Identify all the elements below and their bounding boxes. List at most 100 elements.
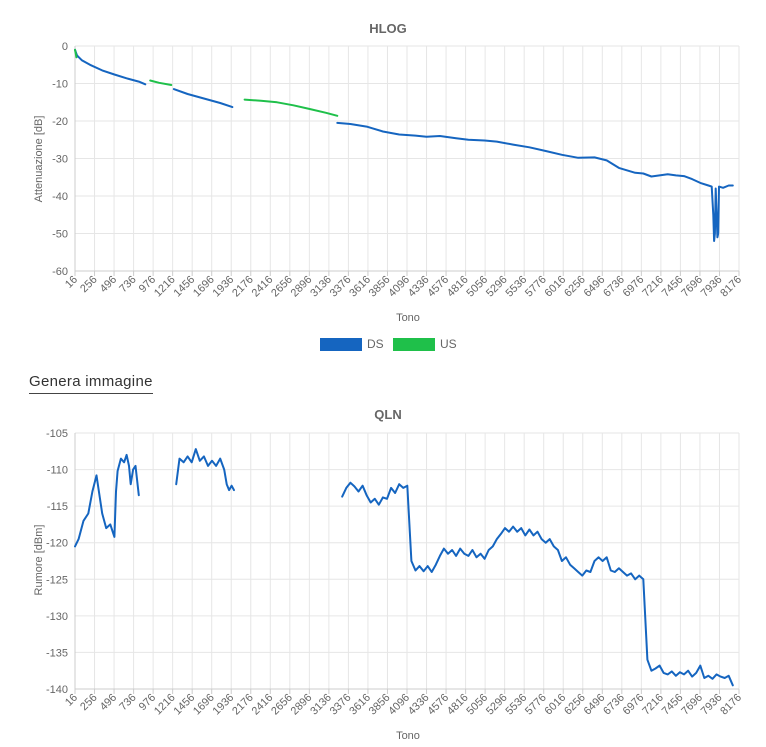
qln-x-tick-label: 4336: [406, 692, 432, 718]
hlog-x-tick-label: 7936: [699, 274, 725, 300]
qln-x-tick-label: 5296: [484, 692, 510, 718]
qln-x-tick-label: 5056: [464, 692, 490, 718]
hlog-y-ticks: 0 -10 -20 -30 -40 -50 -60: [52, 41, 68, 278]
hlog-x-tick-label: 5056: [464, 274, 490, 300]
hlog-x-tick-label: 5776: [523, 274, 549, 300]
hlog-series-ds-line: [74, 48, 147, 86]
hlog-x-tick-label: 4096: [386, 274, 412, 300]
hlog-x-tick-label: 1696: [191, 274, 217, 300]
hlog-series: [74, 48, 734, 242]
hlog-x-tick-label: 4336: [406, 274, 432, 300]
hlog-x-tick-label: 3136: [308, 274, 334, 300]
hlog-x-tick-label: 3616: [347, 274, 373, 300]
qln-x-tick-label: 6736: [601, 692, 627, 718]
qln-x-tick-label: 2176: [230, 692, 256, 718]
qln-x-tick-label: 256: [78, 692, 99, 713]
qln-y-tick-label: -120: [46, 538, 68, 550]
hlog-x-tick-label: 1936: [211, 274, 237, 300]
hlog-x-tick-label: 4816: [445, 274, 471, 300]
qln-y-ticks: -105 -110 -115 -120 -125 -130 -135 -140: [46, 428, 68, 696]
legend-label-ds[interactable]: DS: [367, 337, 384, 351]
qln-x-tick-label: 6496: [582, 692, 608, 718]
qln-x-tick-label: 6256: [562, 692, 588, 718]
hlog-legend: DS US: [320, 337, 457, 351]
hlog-x-tick-label: 4576: [425, 274, 451, 300]
qln-x-tick-label: 7696: [679, 692, 705, 718]
qln-x-tick-label: 6976: [621, 692, 647, 718]
qln-x-tick-label: 2656: [269, 692, 295, 718]
hlog-y-tick-label: -20: [52, 116, 68, 128]
qln-x-tick-label: 7936: [699, 692, 725, 718]
legend-label-us[interactable]: US: [440, 337, 457, 351]
hlog-x-tick-label: 1456: [171, 274, 197, 300]
qln-x-tick-label: 2416: [250, 692, 276, 718]
hlog-x-tick-label: 2416: [250, 274, 276, 300]
qln-title: QLN: [374, 407, 401, 422]
hlog-title: HLOG: [369, 21, 407, 36]
qln-y-axis-label: Rumore [dBm]: [33, 525, 45, 596]
hlog-x-tick-label: 8176: [718, 274, 744, 300]
qln-grid: [74, 432, 740, 694]
qln-series-0-line: [175, 448, 235, 492]
hlog-x-tick-label: 5536: [503, 274, 529, 300]
qln-x-tick-label: 2896: [289, 692, 315, 718]
hlog-x-tick-label: 6256: [562, 274, 588, 300]
hlog-y-tick-label: 0: [62, 41, 68, 53]
hlog-x-tick-label: 6976: [621, 274, 647, 300]
hlog-chart: HLOG 0-10-20-30-40-50-60 162564967369761…: [33, 21, 744, 351]
legend-swatch-us[interactable]: [393, 338, 435, 351]
qln-x-tick-label: 7456: [660, 692, 686, 718]
hlog-series-us-line: [74, 48, 78, 59]
qln-x-axis-label: Tono: [396, 730, 420, 742]
qln-x-tick-label: 7216: [640, 692, 666, 718]
hlog-x-tick-label: 6016: [543, 274, 569, 300]
qln-x-tick-label: 3136: [308, 692, 334, 718]
qln-series-0-line: [341, 481, 734, 687]
qln-x-tick-label: 4096: [386, 692, 412, 718]
qln-x-tick-label: 5776: [523, 692, 549, 718]
hlog-y-tick-label: -30: [52, 154, 68, 166]
qln-x-tick-label: 3376: [328, 692, 354, 718]
qln-y-tick-label: -115: [47, 501, 68, 513]
hlog-x-tick-label: 2656: [269, 274, 295, 300]
hlog-x-tick-label: 6736: [601, 274, 627, 300]
generate-image-link[interactable]: Genera immagine: [29, 373, 153, 394]
hlog-x-tick-label: 736: [117, 274, 138, 295]
qln-chart: QLN -105-110-115-120-125-130-135-140 162…: [33, 407, 744, 742]
qln-y-tick-label: -105: [46, 428, 68, 440]
hlog-x-tick-label: 1216: [152, 274, 178, 300]
qln-y-tick-label: -125: [46, 574, 68, 586]
hlog-x-tick-label: 7216: [640, 274, 666, 300]
qln-x-tick-label: 1696: [191, 692, 217, 718]
hlog-x-tick-label: 6496: [582, 274, 608, 300]
hlog-series-ds-line: [336, 121, 734, 242]
legend-swatch-ds[interactable]: [320, 338, 362, 351]
hlog-y-tick-label: -50: [52, 229, 68, 241]
qln-y-tick-label: -130: [46, 611, 68, 623]
hlog-x-tick-label: 2896: [289, 274, 315, 300]
hlog-x-tick-label: 5296: [484, 274, 510, 300]
hlog-x-tick-label: 496: [98, 274, 119, 295]
hlog-x-axis-label: Tono: [396, 312, 420, 324]
qln-x-tick-label: 1456: [171, 692, 197, 718]
qln-x-tick-label: 1216: [152, 692, 178, 718]
qln-x-tick-label: 4816: [445, 692, 471, 718]
qln-x-tick-label: 496: [98, 692, 119, 713]
hlog-x-tick-label: 2176: [230, 274, 256, 300]
hlog-x-tick-label: 7696: [679, 274, 705, 300]
qln-x-tick-label: 5536: [503, 692, 529, 718]
hlog-x-tick-label: 3856: [367, 274, 393, 300]
qln-x-tick-label: 6016: [543, 692, 569, 718]
hlog-series-ds-line: [172, 88, 234, 109]
qln-x-tick-label: 3856: [367, 692, 393, 718]
qln-y-tick-label: -110: [47, 465, 68, 477]
qln-x-tick-label: 4576: [425, 692, 451, 718]
hlog-x-tick-label: 3376: [328, 274, 354, 300]
hlog-grid: [74, 45, 740, 276]
qln-x-ticks: 1625649673697612161456169619362176241626…: [63, 692, 744, 718]
qln-x-tick-label: 3616: [347, 692, 373, 718]
hlog-x-tick-label: 256: [78, 274, 99, 295]
hlog-x-tick-label: 7456: [660, 274, 686, 300]
qln-series-0-line: [74, 453, 140, 548]
qln-x-tick-label: 736: [117, 692, 138, 713]
